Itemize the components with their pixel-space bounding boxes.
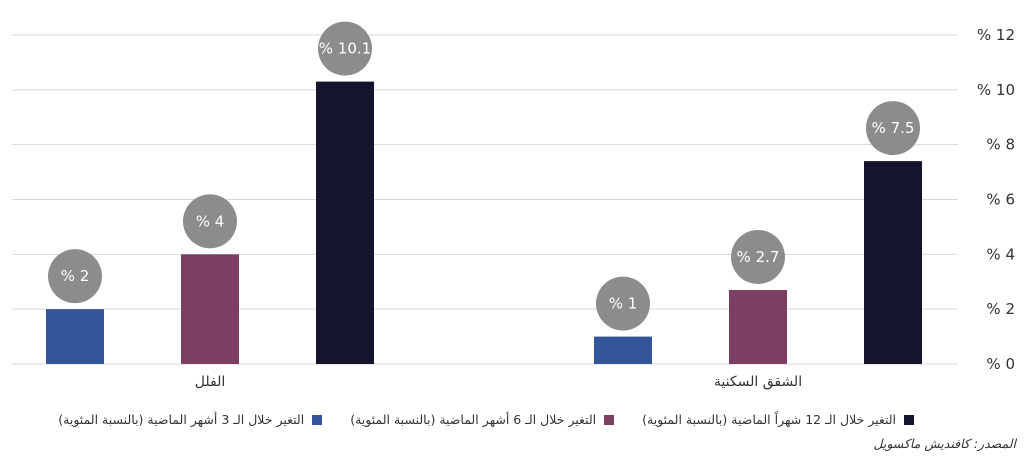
bar [316,81,374,364]
bar [729,289,787,364]
category-label: الفلل [195,374,225,390]
bar [181,254,239,364]
y-tick-label: % 6 [986,191,1015,209]
legend-swatch [904,414,914,425]
bars: % 2 % 4 % 10.1 % 1 % 2.7 % 7.5 [46,21,922,364]
y-tick-label: % 4 [986,245,1015,263]
legend-label: التغير خلال الـ 12 شهراً الماضية (بالنسب… [642,412,896,427]
data-label: % 4 [196,212,225,230]
legend: التغير خلال الـ 12 شهراً الماضية (بالنسب… [58,412,914,427]
data-label: % 2 [61,267,90,285]
data-label-bubble [731,229,785,284]
category-label: الشقق السكنية [714,374,802,390]
legend-swatch [312,414,323,425]
y-tick-label: % 2 [986,300,1015,318]
data-label-bubble [48,249,102,304]
legend-item: التغير خلال الـ 6 أشهر الماضية (بالنسبة … [350,412,615,427]
data-label: % 7.5 [872,119,915,137]
bar [864,161,922,364]
legend-label: التغير خلال الـ 6 أشهر الماضية (بالنسبة … [350,412,597,427]
legend-swatch [604,414,615,425]
y-tick-label: % 0 [986,355,1015,373]
data-label: % 10.1 [319,40,371,58]
legend-item: التغير خلال الـ 12 شهراً الماضية (بالنسب… [642,412,914,427]
y-axis-ticks: % 0 % 2 % 4 % 6 % 8 % 10 % 12 [977,26,1015,373]
data-label-bubble [596,276,650,331]
data-label-bubble [183,194,237,249]
gridlines [12,34,958,365]
legend-label: التغير خلال الـ 3 أشهر الماضية (بالنسبة … [58,412,305,427]
bar [594,336,652,364]
y-tick-label: % 12 [977,26,1015,44]
data-label-bubble [318,21,372,76]
y-tick-label: % 10 [977,81,1015,99]
data-label-bubble [866,101,920,156]
bar [46,309,104,364]
data-label: % 1 [609,295,638,313]
source-note: المصدر: كافنديش ماكسويل [873,436,1016,451]
data-label: % 2.7 [737,248,780,266]
category-labels: الفلل الشقق السكنية [195,374,802,390]
legend-item: التغير خلال الـ 3 أشهر الماضية (بالنسبة … [58,412,323,427]
y-tick-label: % 8 [986,136,1015,154]
